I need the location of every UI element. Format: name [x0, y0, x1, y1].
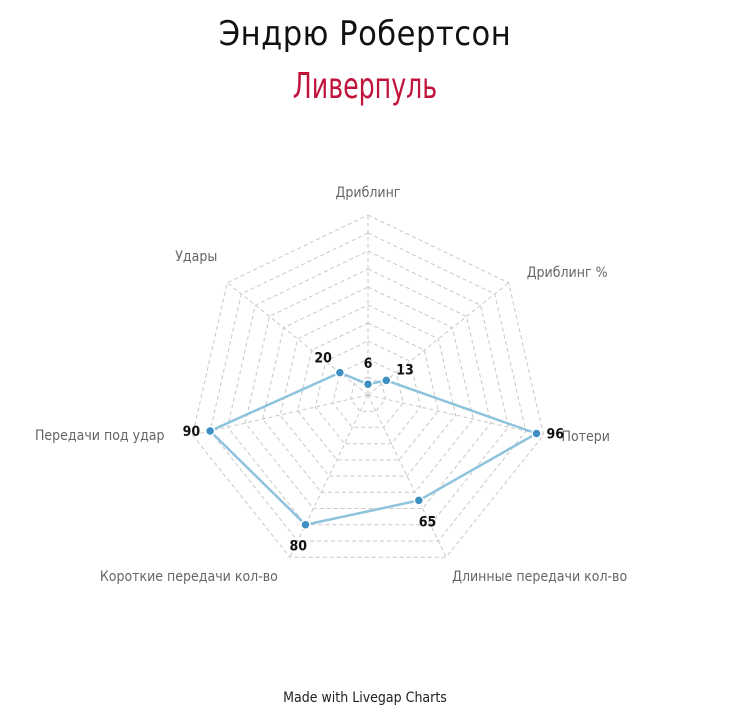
data-label: 90 — [183, 424, 201, 440]
axis-label: Удары — [175, 249, 217, 265]
grid-ring-5 — [279, 304, 457, 477]
data-label: 20 — [314, 351, 332, 367]
grid-ring-10 — [191, 214, 545, 558]
grid-ring-4 — [297, 322, 439, 461]
data-label: 80 — [290, 539, 308, 555]
axis-spoke — [289, 394, 369, 558]
data-point[interactable] — [204, 425, 216, 437]
grid-ring-8 — [227, 250, 509, 526]
grid-ring-7 — [244, 268, 492, 509]
axis-label: Дриблинг % — [527, 265, 608, 281]
axis-label: Потери — [562, 429, 610, 445]
credit-footer: Made with Livegap Charts — [283, 690, 447, 706]
radar-series — [204, 367, 542, 530]
radar-grid — [191, 214, 545, 558]
axis-label: Длинные передачи кол-во — [452, 569, 627, 585]
axis-spoke — [226, 282, 369, 396]
data-point[interactable] — [300, 519, 311, 530]
data-point[interactable] — [531, 428, 542, 439]
axis-spoke — [367, 282, 510, 396]
data-label: 13 — [396, 362, 414, 378]
data-label: 65 — [419, 514, 437, 530]
data-label: 6 — [364, 356, 373, 372]
axis-label: Короткие передачи кол-во — [100, 569, 278, 585]
axis-spoke — [192, 394, 369, 436]
data-point[interactable] — [334, 367, 346, 378]
axis-spoke — [367, 394, 447, 558]
axis-spoke — [367, 394, 544, 436]
data-point[interactable] — [381, 375, 392, 386]
grid-ring-3 — [314, 340, 422, 445]
axis-label: Дриблинг — [336, 185, 401, 201]
radar-labels: Дриблинг Дриблинг % Потери Длинные передачи… — [35, 185, 628, 585]
grid-ring-9 — [209, 232, 527, 542]
series-line — [207, 371, 540, 527]
axis-label: Передачи под удар — [35, 428, 165, 444]
chart-subtitle: Ливерпуль — [292, 66, 438, 107]
data-label: 96 — [547, 427, 565, 443]
grid-ring-6 — [262, 286, 474, 493]
data-point[interactable] — [362, 378, 374, 390]
chart-title: Эндрю Робертсон — [218, 14, 512, 54]
data-point[interactable] — [413, 495, 425, 506]
radar-axes — [192, 215, 544, 558]
